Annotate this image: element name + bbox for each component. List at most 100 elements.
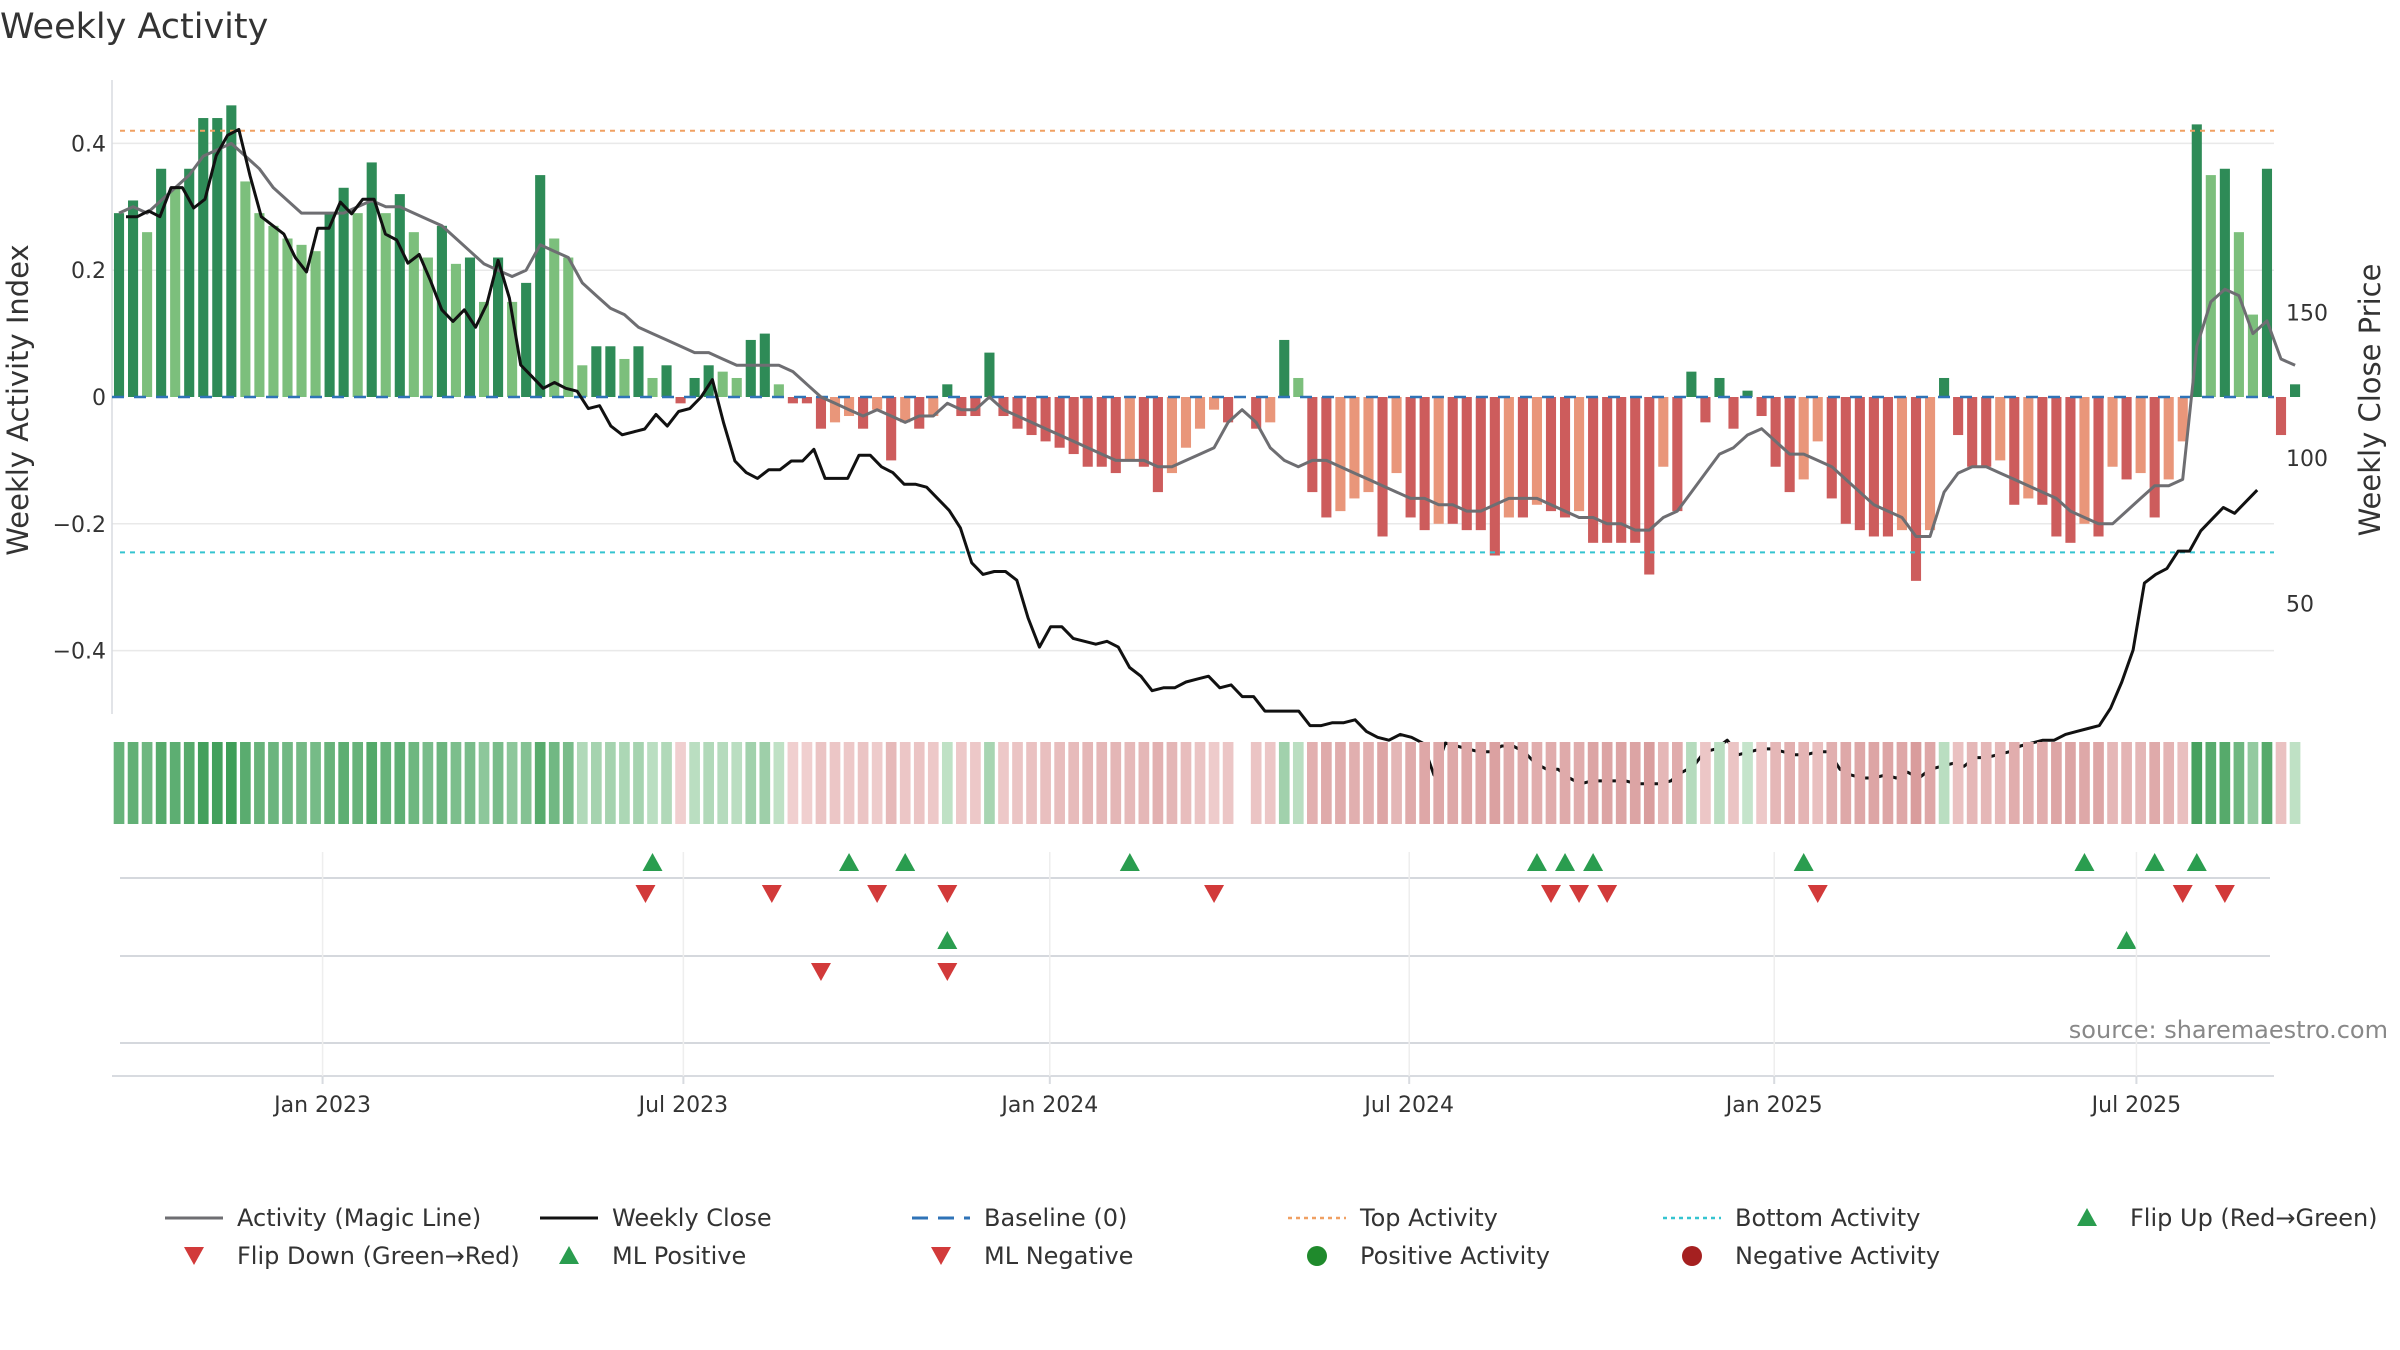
activity-bar [493,257,504,397]
heat-cell [2065,742,2076,824]
activity-bar [1054,397,1065,448]
reference-lines [112,129,2274,554]
activity-bar [240,181,251,397]
heat-cell [675,742,686,824]
activity-bar [1012,397,1023,429]
activity-bar [1279,339,1290,397]
activity-bar [1630,397,1641,543]
heat-cell [141,742,153,824]
heat-cell [2233,742,2245,824]
activity-bar [450,263,462,397]
heat-cell [605,742,616,824]
heat-cell [338,742,349,824]
heat-cell [1152,742,1164,824]
activity-bar [2065,397,2076,543]
activity-bar [2219,168,2230,397]
y2-axis-title: Weekly Close Price [2353,264,2387,537]
activity-bar [1110,397,1121,474]
activity-bar [1616,397,1627,543]
heat-cell [1377,742,1388,824]
heat-cell [689,742,700,824]
heat-cell [183,742,195,824]
activity-bar [1489,397,1500,556]
heat-cell [745,742,757,824]
x-tick-label: Jan 2023 [272,1093,371,1118]
activity-bar [1896,397,1908,531]
activity-bar [128,200,139,397]
flip-down-marker [2214,885,2235,903]
flip-down-marker [635,885,656,903]
heat-cell [1278,742,1290,824]
heat-cell [1180,742,1192,824]
legend-label: Flip Up (Red→Green) [2130,1204,2378,1232]
activity-bar [1503,397,1514,518]
activity-bar [1868,397,1879,537]
heat-cell [857,742,869,824]
legend-swatch [931,1247,951,1265]
activity-bar [703,365,714,397]
activity-bar [886,397,897,461]
heat-cell [1756,742,1767,824]
activity-bar [1082,397,1093,467]
heat-cell [1306,742,1318,824]
activity-bar [633,346,644,397]
heat-cell [913,742,925,824]
activity-bar [212,118,223,397]
heat-cell [661,742,672,824]
legend-label: Negative Activity [1735,1242,1940,1270]
heat-cell [2149,742,2161,824]
activity-bar [1714,377,1725,397]
activity-bar [1223,397,1234,423]
activity-bar [408,232,419,397]
heat-cell [2177,742,2189,824]
activity-bar [2009,397,2020,505]
heat-cell [1686,742,1697,824]
ml-positive-marker [937,931,958,949]
flip-up-marker [2186,853,2207,871]
activity-bar [563,257,574,397]
heat-cell [815,742,827,824]
activity-bar [1265,397,1276,423]
activity-bar [942,384,953,397]
activity-bar [1461,397,1472,531]
activity-bar [1517,397,1528,518]
activity-bar [1939,377,1950,397]
activity-bar [2149,397,2160,518]
activity-bar [773,384,784,397]
activity-bar [1040,397,1051,442]
heat-cell [534,742,546,824]
heat-cell [717,742,729,824]
heat-cell [324,742,335,824]
y2-tick-label: 150 [2286,302,2328,327]
heat-cell [1349,742,1360,824]
activity-bar [338,187,349,397]
activity-bar [1924,397,1936,531]
activity-bar [1756,397,1767,417]
heat-cell [1980,742,1992,824]
heat-cell [1363,742,1374,824]
activity-bar [1251,397,1262,429]
heat-cell [1461,742,1473,824]
activity-bar [1180,397,1192,448]
legend-swatch [184,1247,204,1265]
heat-cell [927,742,939,824]
activity-bar [156,168,167,397]
activity-bar [1321,397,1332,518]
heat-cell [1854,742,1866,824]
heat-cell [843,742,855,824]
heat-cell [1601,742,1613,824]
activity-bar [1335,397,1346,512]
activity-bar [731,377,742,397]
activity-bar [422,257,433,397]
heat-cell [1222,742,1234,824]
flip-down-marker [1540,885,1561,903]
activity-bar [268,225,279,397]
heat-cell [633,742,644,824]
heat-cell [1012,742,1023,824]
heat-cell [520,742,532,824]
activity-bar [549,238,560,397]
activity-bar [998,397,1009,417]
heat-cell [1531,742,1543,824]
heat-cell [731,742,743,824]
